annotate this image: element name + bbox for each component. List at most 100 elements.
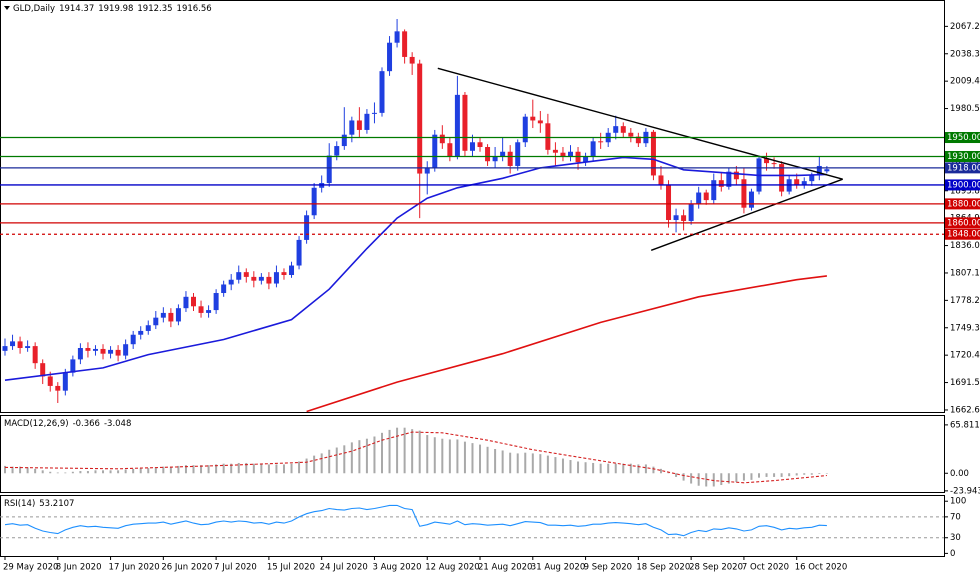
- indicator-value: -0.366: [73, 419, 100, 429]
- level-label-box: [945, 179, 980, 191]
- macd-bar: [456, 439, 459, 474]
- macd-bar: [11, 466, 14, 474]
- level-label-box: [945, 228, 980, 240]
- macd-bar: [652, 466, 655, 474]
- candle-body: [477, 142, 483, 148]
- candle-body: [281, 272, 287, 275]
- macd-bar: [471, 443, 474, 474]
- x-tick-label: 8 Jun 2020: [56, 563, 102, 573]
- candle-body: [658, 175, 664, 185]
- candle-body: [469, 142, 475, 151]
- macd-bar: [328, 449, 331, 474]
- candle-body: [409, 56, 415, 64]
- macd-bar: [109, 470, 112, 474]
- candle-body: [77, 348, 83, 360]
- candle-body: [371, 112, 377, 114]
- macd-bar: [275, 464, 278, 474]
- x-tick-label: 24 Jul 2020: [320, 563, 368, 573]
- x-tick-label: 28 Sep 2020: [689, 563, 743, 573]
- macd-bar: [260, 463, 263, 474]
- candle-body: [417, 63, 423, 174]
- level-label: 1930.00: [947, 152, 980, 162]
- macd-bar: [448, 439, 451, 474]
- macd-bar: [705, 473, 708, 487]
- candle-body: [236, 272, 242, 280]
- level-label: 1918.00: [947, 163, 980, 173]
- candle-body: [733, 171, 739, 180]
- macd-bar: [139, 468, 142, 474]
- macd-bar: [26, 467, 29, 474]
- level-label: 1950.00: [947, 133, 980, 143]
- indicator-title: RSI(14): [4, 499, 35, 509]
- candle-body: [311, 187, 317, 216]
- candle-body: [108, 349, 114, 354]
- macd-bar: [486, 446, 489, 474]
- y-tick-label: 1980.55: [950, 104, 980, 114]
- level-label-box: [945, 132, 980, 144]
- y-tick-label: 0: [950, 549, 955, 559]
- candle-body: [115, 349, 121, 356]
- y-tick-label: -23.943: [950, 486, 980, 496]
- x-tick-label: 31 Aug 2020: [531, 563, 585, 573]
- trendline: [437, 67, 843, 180]
- macd-bar: [162, 466, 165, 474]
- macd-bar: [735, 473, 738, 483]
- candle-body: [349, 120, 355, 135]
- macd-bar: [177, 465, 180, 474]
- candle-body: [552, 149, 558, 153]
- candle-body: [191, 296, 196, 307]
- candle-body: [40, 363, 46, 377]
- x-tick-label: 7 Oct 2020: [742, 563, 789, 573]
- chart-header: GLD,Daily 1914.37 1919.98 1912.35 1916.56: [13, 4, 212, 14]
- macd-bar: [192, 465, 195, 474]
- macd-bar: [554, 457, 557, 474]
- candle-body: [530, 116, 536, 121]
- macd-bar: [750, 473, 753, 480]
- menu-triangle: [4, 6, 10, 10]
- candle-body: [666, 184, 672, 221]
- candle-body: [243, 272, 249, 277]
- y-tick-label: 100: [950, 497, 966, 507]
- macd-bar: [682, 473, 685, 481]
- ohlc-value: 1919.98: [98, 4, 133, 14]
- macd-bar: [102, 470, 105, 474]
- level-label-box: [945, 198, 980, 210]
- macd-bar: [818, 473, 821, 474]
- candle-body: [560, 152, 566, 157]
- y-tick-label: 1778.25: [950, 296, 980, 306]
- x-tick-label: 26 Jun 2020: [161, 563, 212, 573]
- candle-body: [771, 163, 777, 165]
- macd-bar: [780, 473, 783, 477]
- candle-body: [296, 239, 302, 266]
- candle-body: [816, 165, 822, 176]
- candle-body: [153, 317, 159, 326]
- candle-body: [801, 181, 807, 185]
- level-label: 1880.00: [947, 199, 980, 209]
- x-tick-label: 3 Aug 2020: [372, 563, 421, 573]
- macd-bar: [132, 468, 135, 474]
- candle-body: [402, 31, 408, 57]
- macd-bar: [358, 440, 361, 474]
- macd-bar: [788, 473, 791, 477]
- macd-bar: [305, 458, 308, 474]
- candle-body: [334, 146, 340, 156]
- macd-bar: [569, 460, 572, 474]
- macd-bar: [396, 427, 399, 474]
- ohlc-value: 1916.56: [177, 4, 212, 14]
- rsi-line: [4, 504, 827, 537]
- macd-bar: [433, 437, 436, 474]
- y-tick-label: 1836.05: [950, 241, 980, 251]
- y-tick-label: 65.811: [950, 420, 980, 430]
- macd-bar: [34, 468, 37, 474]
- macd-bar: [607, 463, 610, 474]
- y-tick-label: 2009.45: [950, 77, 980, 87]
- macd-bar: [79, 471, 82, 474]
- candle-body: [228, 279, 234, 285]
- candle-body: [635, 136, 641, 144]
- macd-bar: [494, 449, 497, 474]
- candle-body: [17, 341, 23, 349]
- macd-bar: [335, 447, 338, 474]
- macd-bar: [117, 470, 120, 474]
- macd-bar: [403, 427, 406, 474]
